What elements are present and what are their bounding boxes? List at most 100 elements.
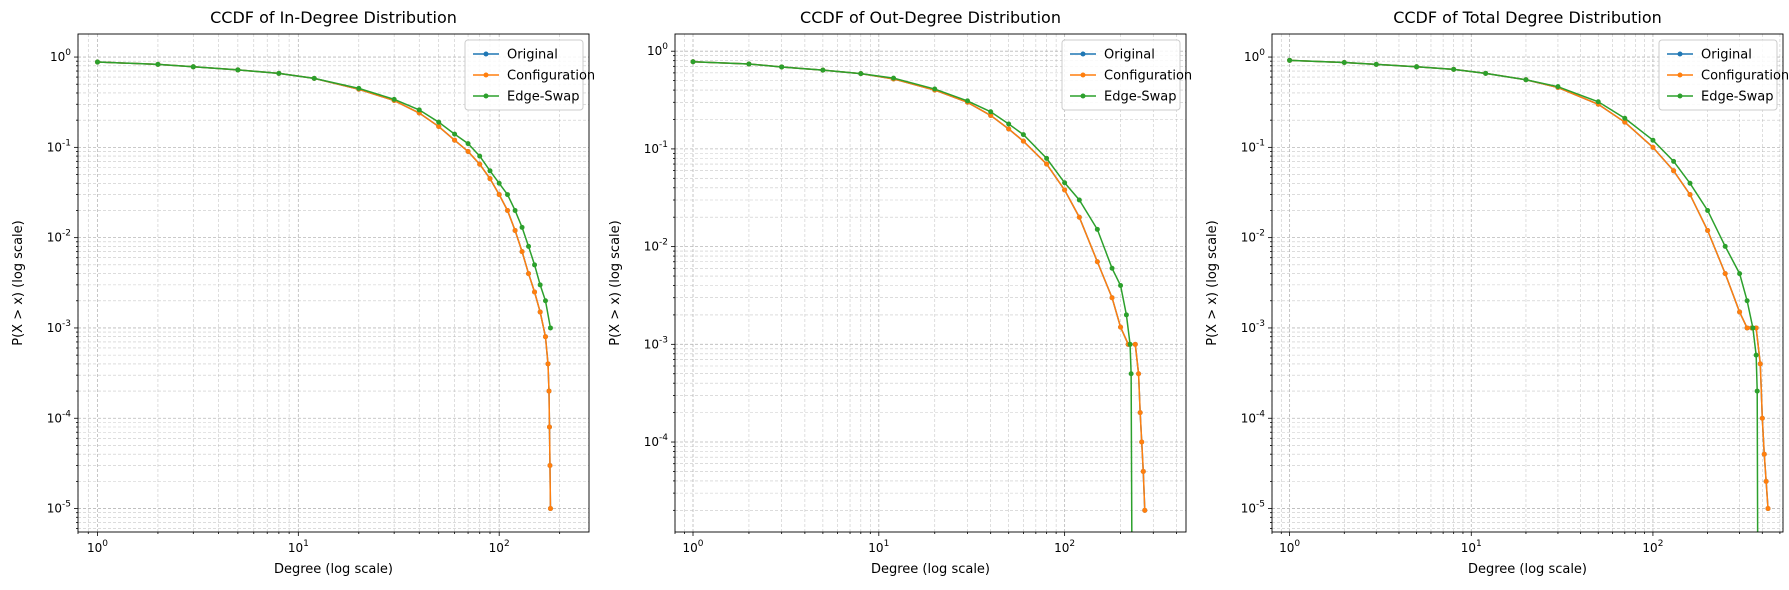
legend-label-configuration: Configuration (1701, 69, 1789, 84)
x-tick-label: 101 (288, 539, 309, 555)
legend-marker-edge-swap (483, 93, 489, 99)
data-point-edge-swap (1127, 341, 1133, 347)
data-point-edge-swap (547, 325, 553, 331)
data-point-configuration (1137, 410, 1143, 416)
data-point-configuration (1687, 192, 1693, 198)
data-point-edge-swap (452, 131, 458, 137)
data-point-configuration (1136, 371, 1142, 377)
data-point-edge-swap (465, 141, 471, 147)
y-tick-label: 10-2 (47, 229, 71, 245)
data-point-edge-swap (1287, 57, 1293, 63)
data-point-configuration (477, 161, 483, 167)
data-point-edge-swap (526, 243, 532, 249)
chart-title: CCDF of Out-Degree Distribution (800, 8, 1061, 27)
data-point-edge-swap (1737, 271, 1743, 277)
legend-marker-original (1677, 51, 1683, 57)
data-point-edge-swap (532, 262, 538, 268)
y-tick-label: 10-4 (644, 433, 669, 449)
legend-box (464, 39, 584, 111)
series-line-configuration (97, 61, 552, 509)
x-axis-label: Degree (log scale) (274, 562, 393, 577)
y-tick-label: 10-1 (1241, 138, 1265, 154)
data-point-configuration (519, 249, 525, 255)
data-point-edge-swap (1020, 132, 1026, 138)
x-tick-label: 100 (682, 539, 703, 555)
data-point-configuration (1650, 144, 1656, 150)
legend: Original Configuration Edge-Swap (1658, 39, 1789, 111)
data-point-edge-swap (1555, 84, 1561, 90)
data-point-configuration (1140, 468, 1146, 474)
data-point-edge-swap (1062, 180, 1068, 186)
y-tick-label: 10-1 (644, 140, 668, 156)
data-point-edge-swap (1341, 60, 1347, 66)
plot-area (690, 59, 1148, 542)
data-point-edge-swap (1622, 115, 1628, 121)
series-line-original (692, 61, 1146, 511)
chart-panel-2: 100 101 102 10-4 10-3 10-2 10-1 100 CCDF of Out-… (608, 8, 1192, 577)
data-point-configuration (1062, 187, 1068, 193)
legend-marker-configuration (1080, 72, 1086, 78)
y-tick-label: 10-2 (644, 238, 668, 254)
data-point-edge-swap (391, 96, 397, 102)
data-point-edge-swap (690, 59, 696, 65)
legend-label-edge-swap: Edge-Swap (507, 90, 580, 105)
data-point-edge-swap (542, 298, 548, 304)
x-tick-label: 100 (1279, 539, 1300, 555)
data-point-edge-swap (1373, 61, 1379, 67)
legend-label-configuration: Configuration (507, 69, 595, 84)
data-point-edge-swap (1523, 77, 1529, 83)
data-point-configuration (1737, 309, 1743, 315)
data-point-configuration (452, 137, 458, 143)
data-point-edge-swap (311, 75, 317, 81)
data-point-edge-swap (1705, 207, 1711, 213)
data-point-configuration (547, 506, 553, 512)
data-point-edge-swap (779, 64, 785, 70)
data-point-edge-swap (932, 86, 938, 92)
data-point-edge-swap (1754, 388, 1760, 394)
data-point-edge-swap (988, 109, 994, 115)
data-point-configuration (1132, 341, 1138, 347)
data-point-edge-swap (746, 61, 752, 67)
series-line-configuration (692, 61, 1146, 511)
data-point-configuration (1705, 228, 1711, 233)
chart-panel-3: 100 101 102 10-5 10-4 10-3 10-2 10-1 100 CCDF of … (1205, 8, 1789, 577)
data-point-configuration (1744, 325, 1750, 331)
plot-area (1287, 57, 1771, 532)
series-line-edge-swap (692, 61, 1133, 532)
data-point-edge-swap (1109, 265, 1115, 271)
data-point-edge-swap (235, 67, 241, 73)
y-tick-label: 10-3 (1241, 319, 1265, 335)
data-point-edge-swap (1118, 283, 1124, 288)
axes-frame (77, 33, 590, 533)
data-point-edge-swap (477, 153, 483, 159)
data-point-configuration (1761, 451, 1767, 457)
data-point-edge-swap (1076, 197, 1082, 203)
data-point-edge-swap (1722, 243, 1728, 249)
data-point-configuration (1109, 295, 1115, 301)
data-point-edge-swap (1129, 537, 1134, 542)
data-point-configuration (436, 124, 442, 130)
axes-frame (1271, 33, 1784, 533)
data-point-configuration (537, 309, 543, 315)
x-axis-label: Degree (log scale) (871, 562, 990, 577)
y-axis-label: P(X > x) (log scale) (11, 220, 26, 345)
y-tick-label: 100 (1244, 48, 1265, 64)
grid (77, 34, 589, 532)
data-point-configuration (1006, 126, 1012, 132)
data-point-edge-swap (964, 98, 970, 104)
data-point-edge-swap (1650, 137, 1656, 143)
data-point-edge-swap (1671, 158, 1677, 164)
data-point-configuration (1044, 161, 1050, 167)
y-axis-label: P(X > x) (log scale) (1205, 220, 1220, 345)
chart-title: CCDF of Total Degree Distribution (1393, 8, 1662, 27)
data-point-edge-swap (1123, 312, 1129, 318)
data-point-configuration (505, 207, 510, 213)
data-point-configuration (547, 462, 553, 468)
data-point-edge-swap (1744, 298, 1750, 304)
data-point-configuration (546, 424, 552, 430)
grid (1271, 34, 1783, 532)
x-tick-label: 101 (1461, 539, 1482, 555)
x-tick-label: 101 (868, 539, 889, 555)
data-point-configuration (496, 192, 502, 198)
data-point-configuration (1722, 271, 1728, 277)
